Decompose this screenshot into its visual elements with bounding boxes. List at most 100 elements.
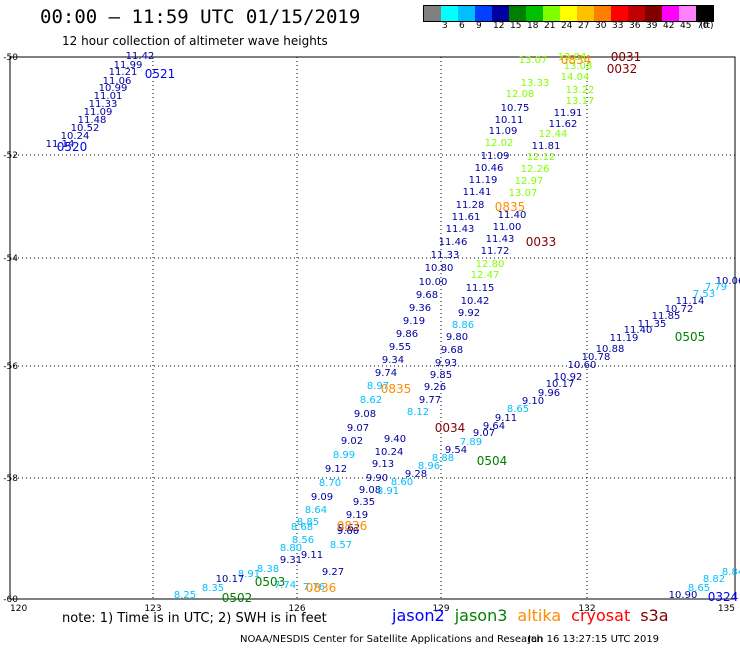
wave-height-value: 11.40 [624,325,653,336]
latitude-labels: -50 -52 -54 -56 -58 -60 [3,53,18,605]
page-title: 00:00 – 11:59 UTC 01/15/2019 [40,6,361,28]
wave-height-value: 10.23 [0,0,14,3]
generated-time: Jan 16 13:27:15 UTC 2019 [528,634,660,645]
wave-height-value: 7.53 [693,289,715,300]
wave-height-value: 12.08 [506,89,535,100]
wave-height-value: 8.91 [238,569,260,580]
wave-height-value: 10.60 [0,0,14,3]
wave-height-value: 11.85 [652,311,681,322]
pass-time-label: 0834 [561,53,592,67]
legend-label: 18 [527,21,539,31]
wave-height-value: 8.64 [305,505,327,516]
wave-height-value: 10.92 [554,372,583,383]
wave-height-value: 10.60 [568,360,597,371]
wave-height-value: 10.00 [419,277,448,288]
wave-height-value: 11.48 [78,115,107,126]
legend-label: 3 [442,21,448,31]
wave-height-value: 9.34 [382,355,404,366]
wave-height-value: 12.80 [476,259,505,270]
wave-height-value: 9.08 [359,485,381,496]
wave-height-value: 11.21 [109,67,138,78]
pass-time-label: 0835 [381,382,412,396]
legend-swatch [662,6,679,21]
pass-time-label: 0504 [477,454,508,468]
wave-height-value: 9.07 [473,428,495,439]
wave-height-value: 10.06 [716,276,740,287]
wave-height-value: 10.46 [475,163,504,174]
wave-height-value: 9.86 [396,329,418,340]
wave-height-value: 11.19 [610,333,639,344]
lon-label: 123 [144,604,161,614]
wave-height-value: 13.04 [558,52,587,63]
satellite-name: jason3 [454,606,508,625]
pass-time-label: 0836 [337,519,368,533]
wave-height-value: 9.19 [346,510,368,521]
legend-swatch [645,6,662,21]
legend-label: 36 [629,21,641,31]
page-subtitle: 12 hour collection of altimeter wave hei… [62,34,328,48]
wave-height-value: 8.56 [292,535,314,546]
data-labels: 11.4211.9911.2111.0610.9911.0111.3311.09… [0,0,740,601]
wave-height-value: 11.33 [431,250,460,261]
wave-height-value: 9.11 [301,550,323,561]
wave-height-value: 9.54 [445,445,467,456]
legend-label: 27 [578,21,590,31]
legend-swatch [458,6,475,21]
lat-label: -54 [3,254,18,264]
wave-height-value: 9.60 [337,526,359,537]
wave-height-value: 9.07 [347,423,369,434]
wave-height-value: 10.11 [495,115,524,126]
wave-height-value: 9.36 [409,303,431,314]
wave-height-value: 11.46 [439,237,468,248]
pass-time-label: 0521 [145,67,176,81]
wave-height-value: 9.80 [446,332,468,343]
wave-height-value: 8.97 [367,381,389,392]
legend-label: 12 [493,21,505,31]
lat-label: -58 [3,474,18,484]
wave-height-value: 11.15 [466,283,495,294]
pass-time-label: 0502 [222,591,253,605]
wave-height-value: 7.76 [303,582,325,593]
legend-swatch [492,6,509,21]
wave-height-value: 11.81 [532,141,561,152]
pass-time-label: 0520 [57,140,88,154]
wave-height-value: 11.33 [89,99,118,110]
satellite-name: cryosat [571,606,631,625]
wave-height-value: 11.35 [638,319,667,330]
wave-height-value: 8.12 [407,407,429,418]
satellite-name: altika [517,606,562,625]
legend-label: 30 [595,21,607,31]
credit-text: NOAA/NESDIS Center for Satellite Applica… [240,634,543,645]
wave-height-value: 9.93 [435,358,457,369]
legend-label: 70 [697,21,709,31]
wave-height-value: 13.17 [566,96,595,107]
wave-height-value: 7.79 [705,282,727,293]
wave-height-value: 9.96 [538,388,560,399]
lat-label: -56 [3,362,18,372]
wave-height-value: 12.26 [521,164,550,175]
legend-label: 42 [663,21,675,31]
wave-height-value: 8.38 [257,564,279,575]
wave-height-value: 7.89 [460,437,482,448]
wave-height-value: 12.47 [471,270,500,281]
wave-height-value: 9.27 [322,567,344,578]
legend-swatch [475,6,492,21]
legend-swatch [679,6,696,21]
wave-height-value: 9.31 [280,555,302,566]
pass-time-label: 0033 [526,235,557,249]
legend-label: 21 [544,21,556,31]
wave-height-value: 9.85 [430,370,452,381]
pass-time-label: 0031 [611,50,642,64]
legend-unit: (ft) [700,21,714,31]
footer-note: note: 1) Time is in UTC; 2) SWH is in fe… [62,611,327,626]
lat-label: -60 [3,595,18,605]
wave-height-value: 8.70 [319,478,341,489]
legend-label: 9 [476,21,482,31]
wave-height-value: 9.40 [384,434,406,445]
wave-height-value: 13.07 [509,188,538,199]
wave-height-value: 9.19 [403,316,425,327]
legend-swatch [611,6,628,21]
legend-label: 39 [646,21,658,31]
wave-height-value: 10.99 [99,83,128,94]
wave-height-value: 10.90 [669,590,698,601]
